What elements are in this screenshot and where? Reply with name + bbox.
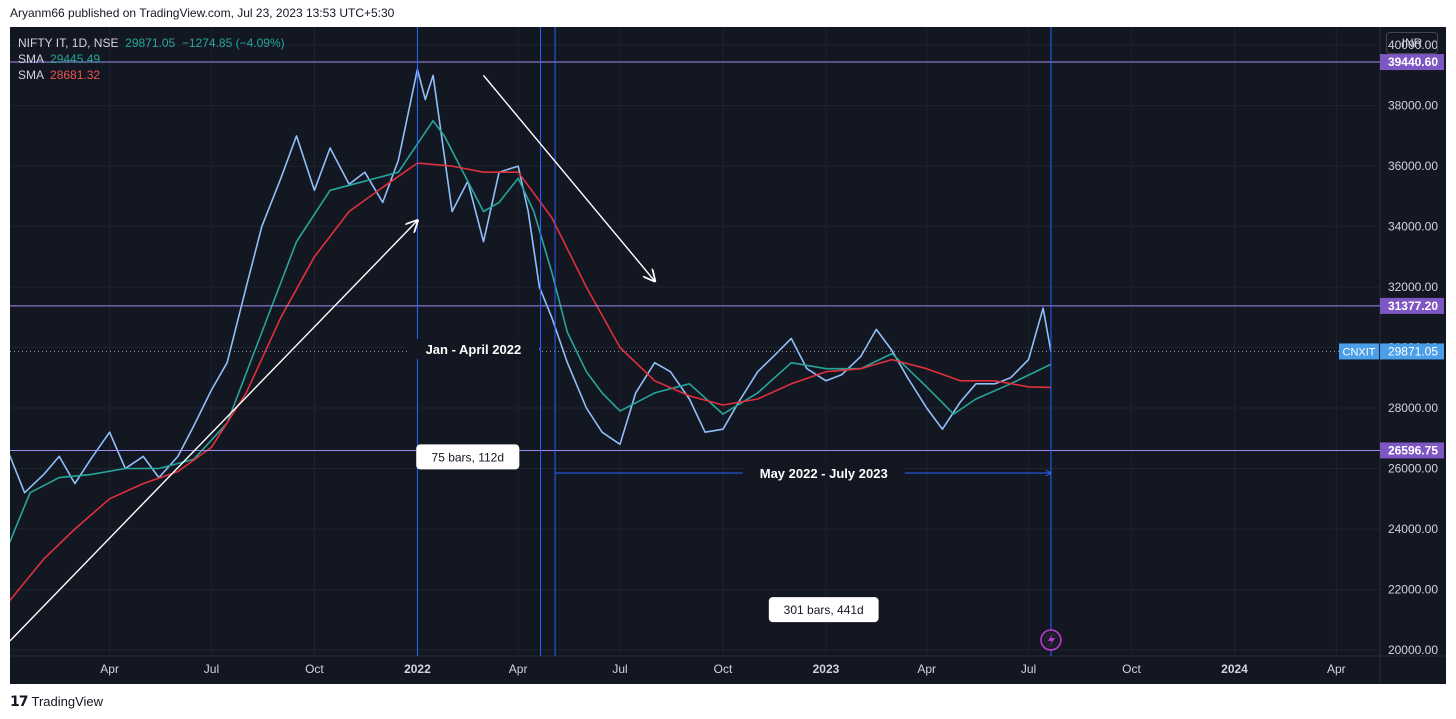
last-symbol-bg [1339,343,1379,360]
x-tick-label-4: Apr [509,662,528,676]
price-label-2: 26596.75 [1388,443,1438,457]
lightning-icon [1047,633,1055,647]
x-tick-label-7: 2023 [813,662,840,676]
measure-box-text-1: 301 bars, 441d [784,603,864,617]
legend-sma2-label: SMA [18,68,44,82]
y-tick-label-2: 24000.00 [1388,522,1438,536]
x-tick-label-3: 2022 [404,662,431,676]
footer-branding[interactable]: 𝟭𝟳 TradingView [10,693,103,710]
x-tick-label-6: Oct [714,662,733,676]
x-tick-label-12: Apr [1327,662,1346,676]
legend-sma2-value: 28681.32 [50,68,101,82]
chart-legend: NIFTY IT, 1D, NSE 29871.05 −1274.85 (−4.… [18,35,285,83]
legend-price: 29871.05 [125,36,176,50]
y-tick-label-9: 38000.00 [1388,99,1438,113]
price-label-bg-2 [1380,442,1444,459]
x-tick-label-10: Oct [1122,662,1141,676]
x-tick-label-2: Oct [305,662,324,676]
x-tick-label-5: Jul [612,662,627,676]
y-tick-label-1: 22000.00 [1388,582,1438,596]
legend-change: −1274.85 (−4.09%) [181,36,285,50]
y-tick-label-0: 20000.00 [1388,643,1438,657]
last-symbol-label: CNXIT [1343,346,1376,358]
last-price-bg [1380,343,1444,360]
series-sma_slow-line [10,162,1051,602]
y-tick-label-6: 32000.00 [1388,280,1438,294]
range-label-bg-0 [407,339,540,360]
y-tick-label-3: 26000.00 [1388,462,1438,476]
series-price-line [10,68,1052,494]
x-tick-label-9: Jul [1021,662,1036,676]
legend-sma1-row[interactable]: SMA 29445.49 [18,51,285,67]
price-label-bg-1 [1380,297,1444,314]
legend-symbol-row: NIFTY IT, 1D, NSE 29871.05 −1274.85 (−4.… [18,35,285,51]
x-tick-label-1: Jul [204,662,219,676]
price-chart[interactable]: Jan - April 2022 May 2022 - July 2023 75 b… [10,27,1446,684]
y-tick-label-7: 34000.00 [1388,220,1438,234]
publisher-caption: Aryanm66 published on TradingView.com, J… [10,6,395,20]
measure-box-0 [416,444,520,470]
range-label-0: Jan - April 2022 [426,342,522,357]
price-label-1: 31377.20 [1388,299,1438,313]
x-tick-label-8: Apr [917,662,936,676]
downtrend-arrow [482,74,654,281]
legend-sma1-label: SMA [18,52,44,66]
last-price-label: 29871.05 [1388,344,1438,358]
footer-brand-text: TradingView [31,694,104,709]
y-tick-label-4: 28000.00 [1388,401,1438,415]
legend-sma2-row[interactable]: SMA 28681.32 [18,67,285,83]
chart-area[interactable]: Jan - April 2022 May 2022 - July 2023 75 b… [10,27,1446,684]
price-label-bg-0 [1380,54,1444,71]
legend-sma1-value: 29445.49 [50,52,101,66]
price-label-0: 39440.60 [1388,55,1438,69]
currency-button[interactable]: INR [1386,32,1438,54]
tv-logo-icon: 𝟭𝟳 [10,693,29,709]
y-tick-label-8: 36000.00 [1388,159,1438,173]
measure-box-text-0: 75 bars, 112d [432,450,505,464]
range-label-bg-1 [742,463,905,484]
range-label-1: May 2022 - July 2023 [760,466,888,481]
uptrend-arrow [10,221,417,642]
x-tick-label-0: Apr [100,662,119,676]
legend-symbol: NIFTY IT, 1D, NSE [18,36,119,50]
measure-box-1 [768,597,879,623]
y-tick-label-10: 40000.00 [1388,38,1438,52]
x-tick-label-11: 2024 [1221,662,1248,676]
